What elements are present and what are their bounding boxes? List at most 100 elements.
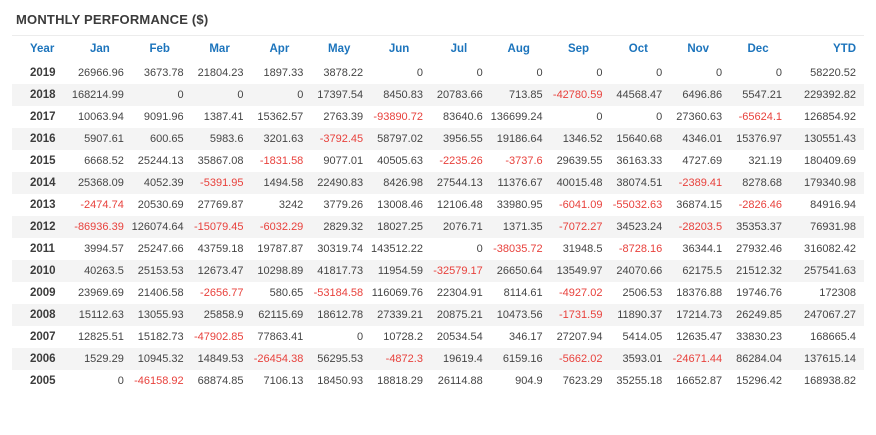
column-header-oct[interactable]: Oct [628,43,648,55]
value-cell: 257541.63 [804,265,856,277]
value-cell: 40505.63 [377,155,423,167]
value-cell: 38074.51 [616,177,663,189]
value-cell: 27339.21 [377,309,423,321]
header-row: Year Jan Feb Mar Apr May Jun Jul Aug Sep Oct Nov Dec… [12,36,864,62]
value-cell: -32579.17 [433,265,483,277]
value-cell: -42780.59 [552,89,603,101]
value-cell: 58220.52 [810,67,856,79]
column-header-year[interactable]: Year [30,43,55,55]
value-cell: 21406.58 [137,287,184,299]
value-cell: 229392.82 [804,89,856,101]
value-cell: 143512.22 [370,243,423,255]
value-cell: 1346.52 [562,133,603,145]
value-cell: 168214.99 [71,89,124,101]
value-cell: -3792.45 [319,133,364,145]
value-cell: 3779.26 [323,199,364,211]
value-cell: 136699.24 [490,111,543,123]
value-cell: 44568.47 [616,89,663,101]
value-cell: 6159.16 [502,353,543,365]
value-cell: 43759.18 [197,243,244,255]
value-cell: 1371.35 [502,221,543,233]
value-cell: 7106.13 [263,375,304,387]
value-cell: 27769.87 [197,199,244,211]
value-cell: -93890.72 [373,111,423,123]
value-cell: 8450.83 [383,89,423,101]
value-cell: 3878.22 [323,67,364,79]
value-cell: 76931.98 [810,221,856,233]
value-cell: 62175.5 [682,265,723,277]
table-row: 2016 5907.61 600.65 5983.6 3201.63 -3792.45 58… [12,128,864,150]
column-header-aug[interactable]: Aug [507,43,530,55]
value-cell: 7623.29 [562,375,603,387]
value-cell: 9077.01 [323,155,364,167]
value-cell: 18818.29 [377,375,423,387]
value-cell: 35353.37 [736,221,782,233]
value-cell: 41817.73 [317,265,364,277]
value-cell: -15079.45 [193,221,244,233]
value-cell: 19787.87 [257,243,304,255]
value-cell: 18450.93 [317,375,364,387]
value-cell: 21804.23 [197,67,244,79]
value-cell: 4727.69 [682,155,723,167]
value-cell: 137615.14 [804,353,856,365]
value-cell: 20530.69 [137,199,184,211]
value-cell: 83640.6 [443,111,483,123]
value-cell: 58797.02 [377,133,423,145]
value-cell: 0 [715,67,723,79]
column-header-mar[interactable]: Mar [209,43,230,55]
value-cell: 0 [775,67,782,79]
value-cell: 27360.63 [676,111,723,123]
column-header-jan[interactable]: Jan [90,43,110,55]
value-cell: 15296.42 [736,375,782,387]
value-cell: 130551.43 [804,133,856,145]
value-cell: -1731.59 [559,309,603,321]
value-cell: 12106.48 [436,199,483,211]
value-cell: 18376.88 [676,287,723,299]
value-cell: 30319.74 [317,243,364,255]
value-cell: 26966.96 [77,67,124,79]
value-cell: 18612.78 [317,309,364,321]
value-cell: 68874.85 [197,375,244,387]
value-cell: 0 [117,375,124,387]
value-cell: 19619.4 [443,353,483,365]
value-cell: 3201.63 [263,133,304,145]
value-cell: 26114.88 [437,375,483,387]
value-cell: -8728.16 [618,243,663,255]
value-cell: 0 [536,67,543,79]
value-cell: 22490.83 [317,177,364,189]
value-cell: 3593.01 [622,353,663,365]
year-cell: 2015 [30,155,56,167]
value-cell: 25858.9 [203,309,244,321]
column-header-apr[interactable]: Apr [269,43,290,55]
value-cell: -5662.02 [559,353,603,365]
year-cell: 2006 [30,353,56,365]
value-cell: 5414.05 [622,331,663,343]
table-body: 2019 26966.96 3673.78 21804.23 1897.33 3878.2… [12,62,864,392]
value-cell: 24070.66 [616,265,663,277]
value-cell: 168938.82 [804,375,856,387]
year-cell: 2017 [30,111,56,123]
value-cell: 0 [416,67,423,79]
value-cell: 86284.04 [736,353,782,365]
value-cell: 126074.64 [131,221,184,233]
year-cell: 2018 [30,89,56,101]
value-cell: -3737.6 [505,155,543,167]
column-header-sep[interactable]: Sep [567,43,590,55]
column-header-ytd[interactable]: YTD [833,43,856,55]
value-cell: 0 [237,89,244,101]
column-header-dec[interactable]: Dec [747,43,769,55]
column-header-may[interactable]: May [328,43,351,55]
value-cell: 0 [357,331,364,343]
value-cell: 1897.33 [263,67,304,79]
value-cell: 10945.32 [137,353,184,365]
column-header-jun[interactable]: Jun [388,43,410,55]
value-cell: -2474.74 [80,199,124,211]
value-cell: 20783.66 [436,89,483,101]
value-cell: 3994.57 [84,243,124,255]
column-header-feb[interactable]: Feb [149,43,170,55]
value-cell: 25153.53 [137,265,184,277]
value-cell: 904.9 [515,375,543,387]
column-header-nov[interactable]: Nov [687,43,710,55]
column-header-jul[interactable]: Jul [450,43,468,55]
value-cell: -46158.92 [134,375,184,387]
